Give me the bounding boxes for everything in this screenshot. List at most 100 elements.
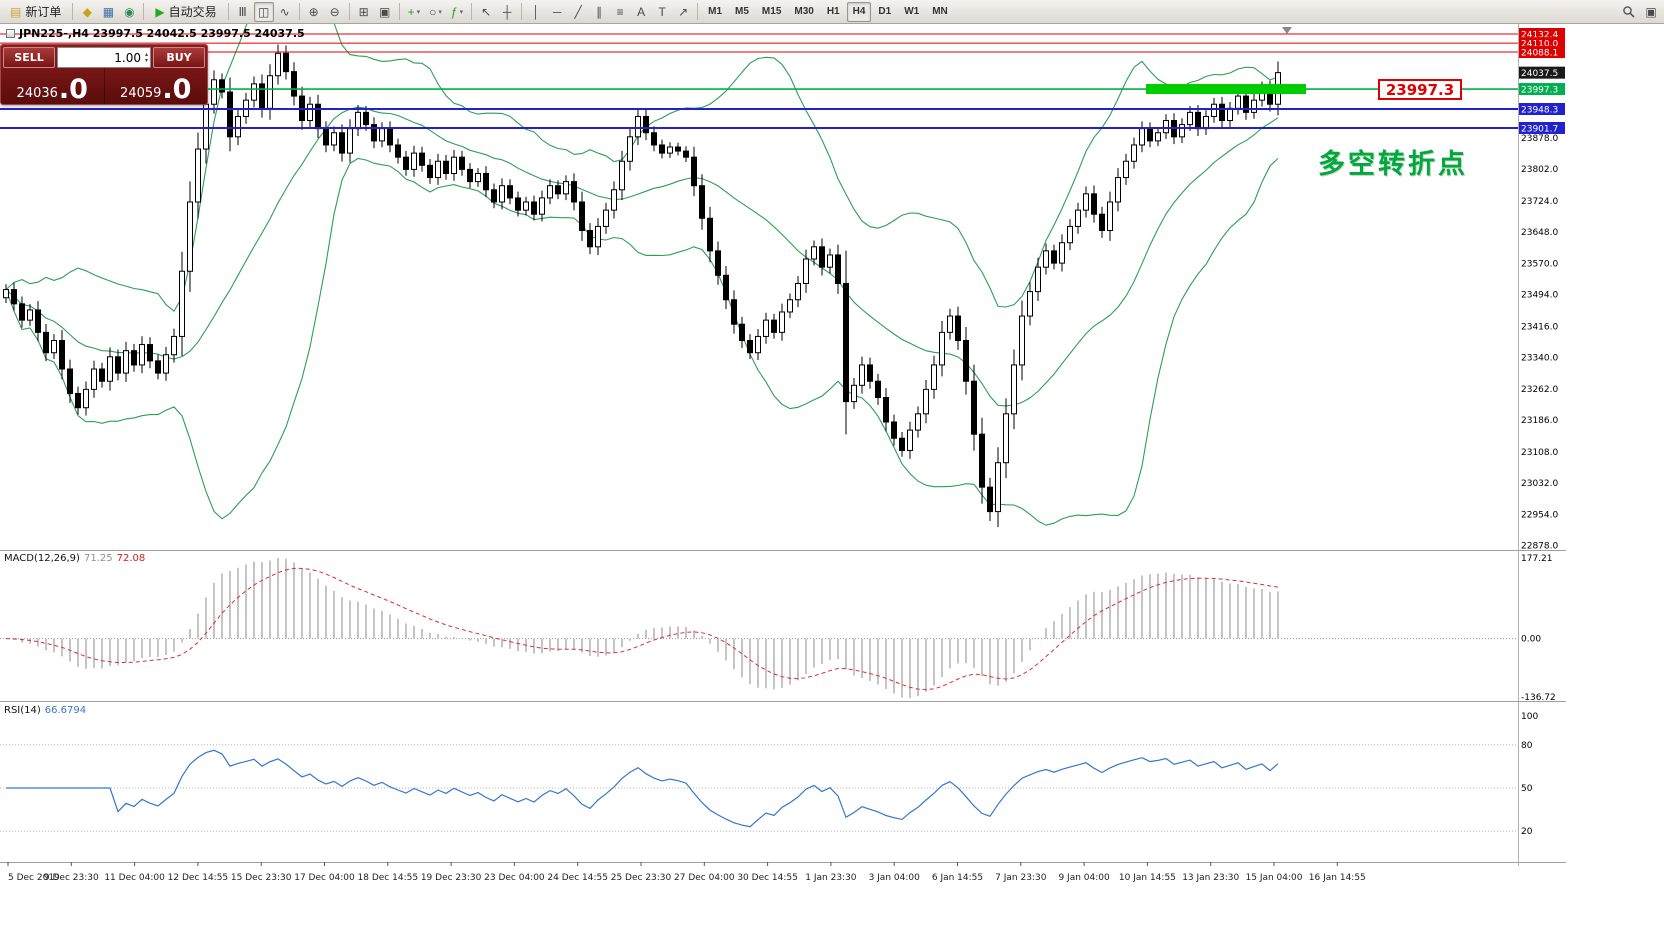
cursor-icon[interactable]: ↖ <box>476 2 496 22</box>
navigator-icon[interactable]: ▦ <box>98 2 118 22</box>
svg-text:17 Dec 04:00: 17 Dec 04:00 <box>294 873 355 883</box>
timeframe-m5-button[interactable]: M5 <box>729 2 755 22</box>
timeframe-mn-button[interactable]: MN <box>926 2 954 22</box>
chart-shift-marker[interactable] <box>1282 27 1292 34</box>
zoom-out-icon[interactable]: ⊖ <box>325 2 345 22</box>
timeframe-m1-button[interactable]: M1 <box>702 2 728 22</box>
svg-text:22878.0: 22878.0 <box>1521 541 1558 551</box>
indicators-icon[interactable]: ƒ ▾ <box>447 2 467 22</box>
channel-icon[interactable]: ∥ <box>589 2 609 22</box>
svg-text:12 Dec 14:55: 12 Dec 14:55 <box>168 873 229 883</box>
dropdown-caret-icon[interactable]: ▾ <box>459 8 464 16</box>
cascade-windows-icon: ▣ <box>378 4 391 19</box>
new-chart-icon[interactable]: + ▾ <box>404 2 425 22</box>
horizontal-line-icon: ─ <box>552 4 562 19</box>
toolbar-separator <box>348 3 350 20</box>
volume-field[interactable]: 1.00 ▴ ▾ <box>57 47 151 68</box>
one-click-trading-panel: SELL 1.00 ▴ ▾ BUY 24036.0 24059.0 <box>0 44 208 105</box>
arrows-icon: ↗ <box>678 4 689 19</box>
chart-annotation[interactable]: 多空转折点 <box>1318 149 1468 180</box>
toolbar-separator <box>72 3 74 20</box>
macd-value-1: 71.25 <box>83 553 113 564</box>
toolbar-separator <box>143 3 145 20</box>
crosshair-icon[interactable]: ┼ <box>497 2 517 22</box>
svg-text:13 Jan 23:30: 13 Jan 23:30 <box>1182 873 1239 883</box>
svg-text:24132.4: 24132.4 <box>1521 31 1558 41</box>
horizontal-line-icon[interactable]: ─ <box>547 2 567 22</box>
timeframe-m30-button[interactable]: M30 <box>788 2 819 22</box>
zoom-in-icon[interactable]: ⊕ <box>304 2 324 22</box>
svg-text:15 Dec 23:30: 15 Dec 23:30 <box>231 873 292 883</box>
volume-value[interactable]: 1.00 <box>114 50 141 65</box>
svg-text:24088.1: 24088.1 <box>1521 49 1558 59</box>
dropdown-caret-icon[interactable]: ▾ <box>416 8 421 16</box>
profiles-icon[interactable]: ○ ▾ <box>425 2 446 22</box>
community-icon[interactable]: ◉ <box>119 2 139 22</box>
autotrading-button-label: 自动交易 <box>168 5 217 19</box>
market-watch-icon[interactable]: ◆ <box>77 2 97 22</box>
fibonacci-icon[interactable]: ≡ <box>610 2 630 22</box>
label-icon: T <box>658 4 666 19</box>
buy-price[interactable]: 24059.0 <box>105 68 208 104</box>
svg-text:80: 80 <box>1521 741 1533 751</box>
cascade-windows-icon[interactable]: ▣ <box>375 2 395 22</box>
tile-windows-icon: ⊞ <box>358 4 369 19</box>
toolbar-separator <box>398 3 400 20</box>
trendline-icon[interactable]: ╱ <box>568 2 588 22</box>
text-icon[interactable]: A <box>631 2 651 22</box>
label-icon[interactable]: T <box>652 2 672 22</box>
bar-chart-icon[interactable]: Ⅲ <box>233 2 253 22</box>
svg-text:23997.3: 23997.3 <box>1521 86 1558 96</box>
arrows-icon[interactable]: ↗ <box>673 2 693 22</box>
svg-text:15 Jan 04:00: 15 Jan 04:00 <box>1246 873 1303 883</box>
volume-spinner[interactable]: ▴ ▾ <box>144 50 148 64</box>
new-order-button[interactable]: ▤ 新订单 <box>3 2 68 22</box>
autotrading-button[interactable]: ▶ 自动交易 <box>148 2 223 22</box>
line-chart-icon: ∿ <box>279 4 290 19</box>
line-chart-icon[interactable]: ∿ <box>275 2 295 22</box>
search-icon[interactable] <box>1618 2 1640 22</box>
timeframe-m15-button[interactable]: M15 <box>756 2 787 22</box>
rsi-panel: 100 80 50 20 <box>0 712 1538 837</box>
vertical-line-icon: │ <box>532 4 540 19</box>
vertical-line-icon[interactable]: │ <box>526 2 546 22</box>
toolbar-separator <box>697 3 699 20</box>
timeframe-h1-button[interactable]: H1 <box>821 2 846 22</box>
timeframe-h4-button[interactable]: H4 <box>846 1 872 22</box>
chart-window: 24132.4 24110.0 24088.1 24037.5 23997.3 23948… <box>0 24 1664 950</box>
tile-windows-icon[interactable]: ⊞ <box>354 2 374 22</box>
candlestick-chart-icon: ◫ <box>257 4 270 19</box>
svg-text:23032.0: 23032.0 <box>1521 479 1558 489</box>
svg-text:25 Dec 23:30: 25 Dec 23:30 <box>611 873 672 883</box>
rsi-label: RSI(14) 66.6794 <box>4 705 86 716</box>
dropdown-caret-icon[interactable]: ▾ <box>438 8 442 16</box>
autotrading-icon: ▶ <box>155 4 165 19</box>
buy-price-big: .0 <box>162 74 192 105</box>
svg-text:19 Dec 23:30: 19 Dec 23:30 <box>421 873 482 883</box>
rsi-value: 66.6794 <box>44 705 87 716</box>
candlestick-chart-icon[interactable]: ◫ <box>253 1 274 22</box>
buy-button[interactable]: BUY <box>153 47 205 68</box>
new-chart-icon: + <box>407 4 415 19</box>
cursor-icon: ↖ <box>481 4 492 19</box>
new-order-button-label: 新订单 <box>25 5 62 19</box>
price-level-label[interactable]: 23997.3 <box>1378 79 1462 100</box>
volume-down-button[interactable]: ▾ <box>144 56 148 64</box>
metaquotes-icon[interactable]: ▣ <box>1641 2 1661 22</box>
timeframe-w1-button[interactable]: W1 <box>898 2 925 22</box>
svg-text:23108.0: 23108.0 <box>1521 448 1558 458</box>
sell-price[interactable]: 24036.0 <box>1 68 105 104</box>
profiles-icon: ○ <box>429 4 437 19</box>
toolbar-separator <box>227 3 229 20</box>
highlight-bar[interactable] <box>1146 84 1306 95</box>
volume-up-button[interactable]: ▴ <box>144 50 148 58</box>
svg-text:23878.0: 23878.0 <box>1521 134 1558 144</box>
svg-text:1 Jan 23:30: 1 Jan 23:30 <box>805 873 857 883</box>
timeframe-d1-button[interactable]: D1 <box>872 2 897 22</box>
svg-text:23416.0: 23416.0 <box>1521 322 1558 332</box>
fibonacci-icon: ≡ <box>616 4 624 19</box>
bollinger-bands <box>5 24 1279 526</box>
sell-button[interactable]: SELL <box>3 47 55 68</box>
